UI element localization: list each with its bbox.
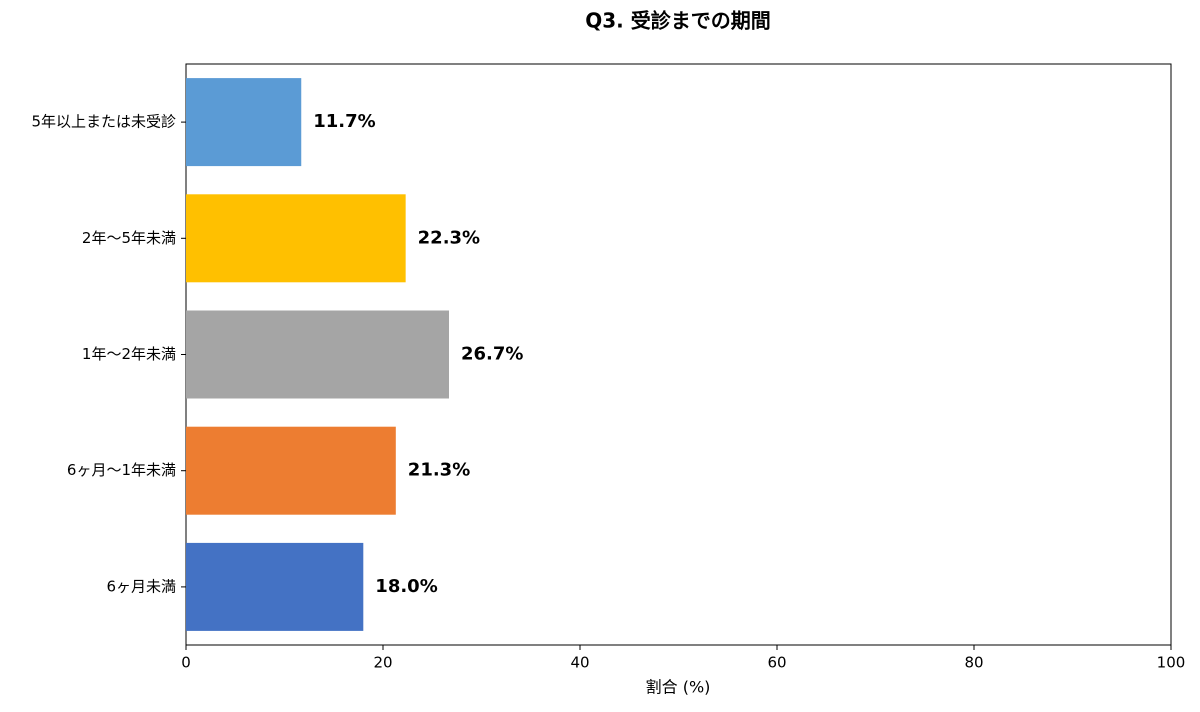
x-tick-label: 60 [767,654,786,672]
y-tick-label: 6ヶ月未満 [106,577,176,595]
y-tick-label: 5年以上または未受診 [31,113,176,131]
x-axis-label: 割合 (%) [646,678,711,697]
value-label: 21.3% [408,460,470,481]
y-tick-label: 6ヶ月〜1年未満 [67,461,176,479]
x-tick-label: 40 [570,654,589,672]
x-tick-label: 20 [373,654,392,672]
value-label: 22.3% [418,227,480,248]
bar [186,542,364,631]
value-label: 26.7% [461,344,523,365]
bar [186,310,449,399]
y-tick-label: 2年〜5年未満 [82,229,176,247]
y-tick-label: 1年〜2年未満 [82,345,176,363]
value-label: 18.0% [375,576,437,597]
bar [186,426,396,515]
x-tick-label: 80 [964,654,983,672]
x-tick-label: 0 [181,654,191,672]
chart-title: Q3. 受診までの期間 [585,9,770,33]
bar [186,194,406,283]
value-label: 11.7% [313,111,375,132]
x-tick-label: 100 [1157,654,1186,672]
bar [186,78,302,167]
